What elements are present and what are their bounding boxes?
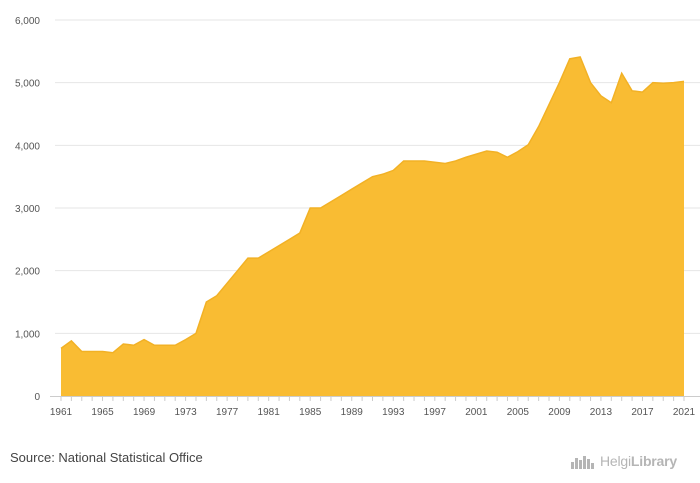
data-point-1972[interactable] — [172, 342, 178, 348]
data-point-2007[interactable] — [536, 124, 542, 130]
data-point-1982[interactable] — [276, 243, 282, 249]
data-point-1998[interactable] — [442, 161, 448, 167]
x-tick-label: 1993 — [382, 407, 405, 418]
data-point-2005[interactable] — [515, 149, 521, 155]
data-point-1974[interactable] — [193, 330, 199, 336]
helgi-library-brand[interactable]: HelgiLibrary — [570, 451, 692, 471]
data-point-2017[interactable] — [639, 89, 645, 95]
data-point-2014[interactable] — [608, 100, 614, 106]
x-tick-label: 2013 — [590, 407, 613, 418]
data-point-1969[interactable] — [141, 337, 147, 343]
data-point-2009[interactable] — [556, 80, 562, 86]
data-point-2010[interactable] — [567, 56, 573, 62]
data-point-1989[interactable] — [349, 186, 355, 192]
data-point-1992[interactable] — [380, 171, 386, 177]
data-point-1985[interactable] — [307, 205, 313, 211]
data-point-1995[interactable] — [411, 158, 417, 164]
data-point-1967[interactable] — [120, 341, 126, 347]
x-tick-label: 1969 — [133, 407, 156, 418]
data-point-1984[interactable] — [297, 230, 303, 236]
x-axis-tick-labels: 1961 1965 1969 1973 1977 1981 1985 1989 1993 1997… — [50, 407, 696, 418]
x-tick-label: 2017 — [631, 407, 654, 418]
data-point-1961[interactable] — [58, 345, 64, 351]
data-point-1988[interactable] — [338, 192, 344, 198]
x-tick-label: 2001 — [465, 407, 488, 418]
data-point-2015[interactable] — [619, 70, 625, 76]
brand-name-part2: Library — [630, 453, 677, 469]
data-point-1991[interactable] — [370, 174, 376, 180]
data-point-1994[interactable] — [401, 158, 407, 164]
data-point-1993[interactable] — [390, 167, 396, 173]
data-point-1976[interactable] — [214, 293, 220, 299]
data-point-1975[interactable] — [203, 299, 209, 305]
data-point-1963[interactable] — [79, 349, 85, 355]
y-tick-label: 0 — [34, 392, 40, 403]
x-tick-label: 1997 — [424, 407, 447, 418]
brand-name-part1: Helgi — [600, 453, 631, 469]
data-point-1966[interactable] — [110, 350, 116, 356]
y-tick-label: 3,000 — [15, 204, 40, 215]
y-axis-tick-labels: 0 1,000 2,000 3,000 4,000 5,000 6,000 — [15, 16, 40, 403]
data-point-1970[interactable] — [151, 342, 157, 348]
x-tick-label: 2009 — [548, 407, 571, 418]
helgi-library-logo-icon — [571, 456, 594, 469]
data-point-1968[interactable] — [131, 342, 137, 348]
x-tick-label: 1985 — [299, 407, 322, 418]
x-tick-label: 1981 — [258, 407, 281, 418]
data-point-1973[interactable] — [183, 337, 189, 343]
data-point-1986[interactable] — [318, 205, 324, 211]
data-point-1999[interactable] — [453, 158, 459, 164]
x-tick-label: 2005 — [507, 407, 530, 418]
x-tick-label: 1977 — [216, 407, 239, 418]
brand-name: HelgiLibrary — [600, 453, 677, 469]
data-point-2000[interactable] — [463, 154, 469, 160]
data-point-2013[interactable] — [598, 93, 604, 99]
x-tick-label: 2021 — [673, 407, 696, 418]
data-point-2001[interactable] — [473, 151, 479, 157]
data-point-2016[interactable] — [629, 88, 635, 94]
x-tick-label: 1989 — [341, 407, 364, 418]
data-point-1987[interactable] — [328, 199, 334, 205]
data-point-2006[interactable] — [525, 142, 531, 148]
data-point-1965[interactable] — [100, 349, 106, 355]
data-point-1996[interactable] — [421, 158, 427, 164]
data-point-1997[interactable] — [432, 159, 438, 165]
series-line — [60, 56, 685, 354]
data-point-2019[interactable] — [660, 80, 666, 86]
data-point-1964[interactable] — [89, 349, 95, 355]
x-tick-label: 1965 — [91, 407, 114, 418]
data-point-2011[interactable] — [577, 54, 583, 60]
data-point-2018[interactable] — [650, 80, 656, 86]
x-tick-label: 1961 — [50, 407, 73, 418]
area-fill — [61, 56, 684, 396]
data-point-2008[interactable] — [546, 102, 552, 108]
data-point-2003[interactable] — [494, 149, 500, 155]
data-point-2020[interactable] — [671, 80, 677, 86]
data-point-2012[interactable] — [588, 80, 594, 86]
source-note: Source: National Statistical Office — [10, 450, 203, 465]
y-tick-label: 4,000 — [15, 141, 40, 152]
y-tick-label: 2,000 — [15, 267, 40, 278]
data-point-2004[interactable] — [504, 154, 510, 160]
x-tick-label: 1973 — [174, 407, 197, 418]
data-point-1980[interactable] — [255, 255, 261, 261]
y-tick-label: 6,000 — [15, 16, 40, 27]
data-point-1962[interactable] — [68, 338, 74, 344]
data-point-1990[interactable] — [359, 180, 365, 186]
data-point-1979[interactable] — [245, 255, 251, 261]
data-point-1981[interactable] — [266, 249, 272, 255]
y-tick-label: 5,000 — [15, 79, 40, 90]
data-point-1983[interactable] — [286, 236, 292, 242]
y-tick-label: 1,000 — [15, 329, 40, 340]
data-point-2002[interactable] — [484, 148, 490, 154]
area-series — [58, 54, 687, 396]
data-point-1971[interactable] — [162, 342, 168, 348]
data-point-2021[interactable] — [681, 78, 687, 84]
x-axis — [50, 396, 700, 401]
data-point-1978[interactable] — [235, 268, 241, 274]
data-point-1977[interactable] — [224, 280, 230, 286]
